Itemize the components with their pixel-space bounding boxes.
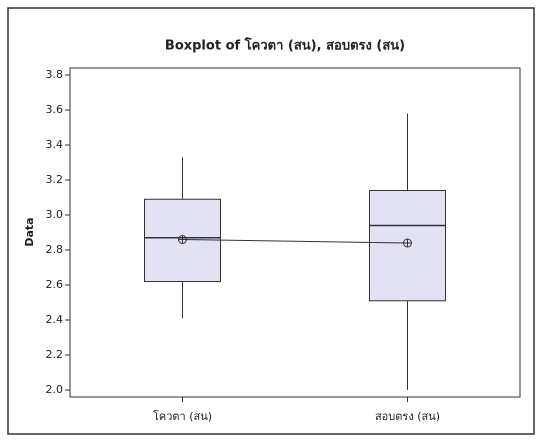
- y-tick-label: 2.6: [46, 278, 64, 291]
- chart-title: Boxplot of โควตา (สน), สอบตรง (สน): [165, 37, 405, 54]
- y-tick-label: 3.0: [46, 208, 64, 221]
- mean-marker-cross: [178, 235, 187, 244]
- y-axis-label: Data: [23, 217, 36, 246]
- x-tick-label: โควตา (สน): [153, 409, 212, 423]
- y-tick-label: 2.2: [46, 348, 64, 361]
- y-tick-label: 2.4: [46, 313, 64, 326]
- mean-line: [182, 239, 408, 244]
- y-tick-label: 3.8: [46, 68, 64, 81]
- y-tick-label: 2.8: [46, 243, 64, 256]
- plot-frame: [69, 67, 521, 398]
- y-tick-label: 3.2: [46, 173, 64, 186]
- y-tick-label: 2.0: [46, 383, 64, 396]
- y-tick-label: 3.6: [46, 103, 64, 116]
- mean-marker-cross: [403, 239, 412, 247]
- chart-frame: [7, 7, 535, 435]
- x-tick-label: สอบตรง (สน): [375, 410, 440, 423]
- y-tick-label: 3.4: [46, 138, 64, 151]
